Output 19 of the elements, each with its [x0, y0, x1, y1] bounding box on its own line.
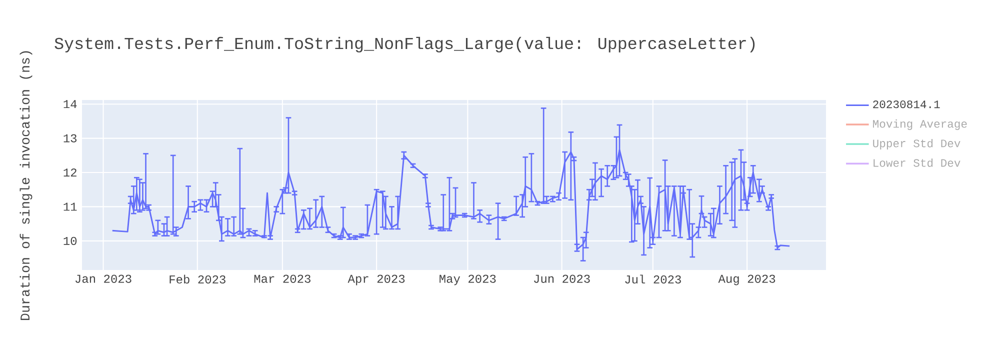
x-tick-label: Jul 2023 [625, 274, 681, 284]
x-tick-label: Feb 2023 [170, 274, 226, 284]
y-axis-title: Duration of single invocation (ns) [20, 51, 32, 320]
x-tick-label: May 2023 [440, 274, 496, 286]
legend-label: 20230814.1 [873, 100, 940, 108]
y-tick-label: 12 [64, 168, 76, 177]
legend-label: Upper Std Dev [873, 138, 960, 150]
y-tick-label: 14 [64, 100, 77, 108]
x-tick-label: Jan 2023 [75, 274, 132, 283]
y-tick-label: 10 [64, 236, 77, 246]
x-tick-label: Aug 2023 [718, 274, 776, 286]
legend-label: Moving Average [873, 119, 967, 130]
y-tick-label: 13 [64, 134, 77, 142]
y-tick-label: 11 [64, 202, 77, 211]
chart-title: System.Tests.Perf_Enum.ToString_NonFlags_Large(value: UppercaseLetter) [54, 36, 755, 52]
x-tick-label: Apr 2023 [348, 274, 405, 286]
x-tick-label: Mar 2023 [254, 274, 310, 283]
legend-label: Lower Std Dev [874, 158, 960, 167]
x-tick-label: Jun 2023 [534, 274, 590, 283]
